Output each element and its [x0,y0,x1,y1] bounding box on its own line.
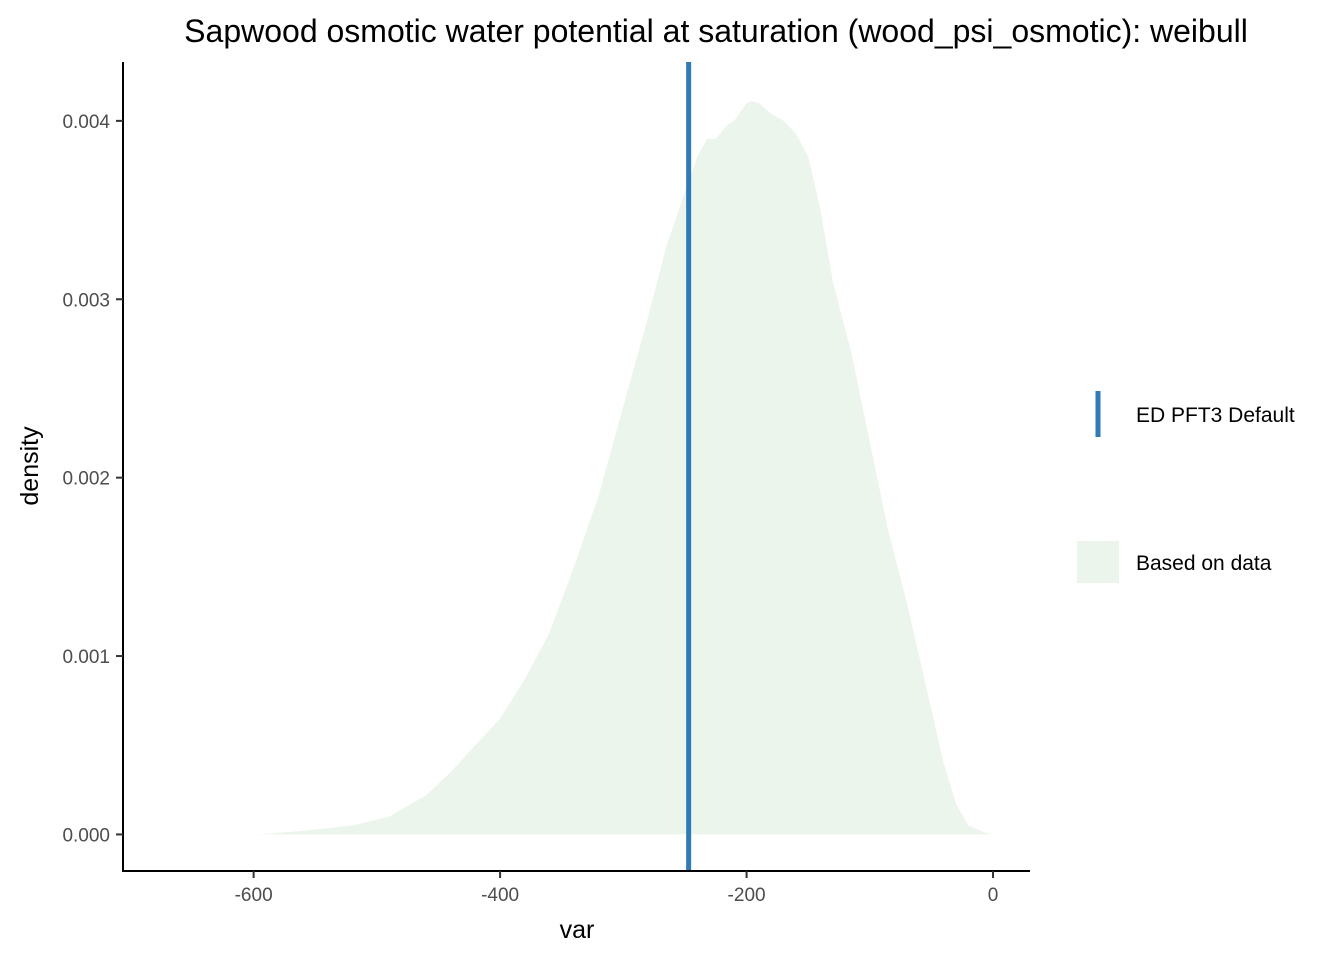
axes: -600 -400 -200 0 0.000 0.001 0.002 0.003 0.004 [62,62,1030,906]
x-tick-label: -600 [235,885,273,906]
y-tick-label: 0.003 [62,290,110,311]
x-axis-title: var [560,916,595,944]
chart-title: Sapwood osmotic water potential at satur… [184,13,1248,49]
y-tick-label: 0.001 [62,647,110,668]
y-axis-title: density [16,426,44,506]
legend: ED PFT3 Default Based on data [1077,391,1295,583]
y-tick-label: 0.002 [62,469,110,490]
y-tick-label: 0.004 [62,112,110,133]
legend-key-data-fill [1077,541,1119,583]
x-tick-label: -400 [481,885,519,906]
y-tick-label: 0.000 [62,825,110,846]
x-tick-label: -200 [728,885,766,906]
density-area [257,101,991,835]
legend-label-default: ED PFT3 Default [1136,404,1295,427]
legend-label-data: Based on data [1136,552,1272,575]
plot-area [257,62,991,871]
x-tick-label: 0 [988,885,999,906]
